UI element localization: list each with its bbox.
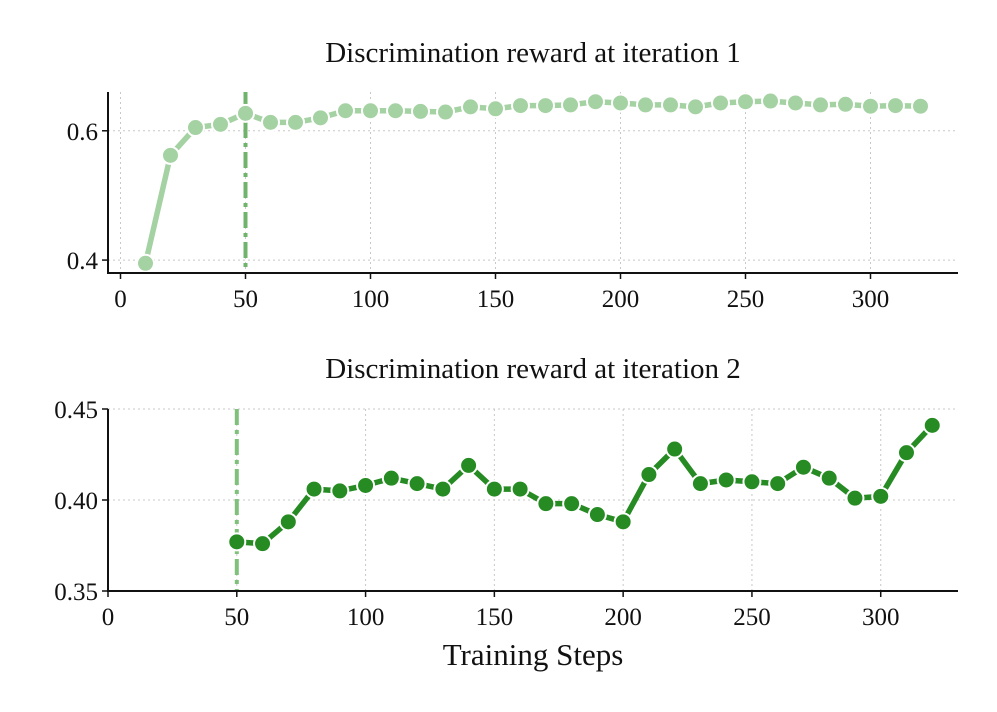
y-tick-label: 0.45	[54, 397, 98, 424]
chart-panel-iteration-1: Discrimination reward at iteration 1 0 50…	[67, 37, 958, 313]
data-point	[871, 486, 891, 506]
series-iteration-1	[136, 91, 930, 273]
x-tick-label: 200	[602, 286, 640, 313]
y-tick-label: 0.35	[54, 579, 98, 606]
data-point	[639, 465, 659, 485]
data-point	[742, 472, 762, 492]
data-point	[562, 494, 582, 514]
y-axis-ticks-iteration-2: 0.35 0.40 0.45	[54, 397, 108, 606]
data-point	[511, 96, 530, 116]
data-point	[278, 512, 298, 532]
data-point	[786, 93, 805, 113]
x-tick-label: 100	[352, 286, 390, 313]
data-point	[510, 479, 530, 499]
series-iteration-2	[227, 415, 942, 554]
data-point	[736, 92, 755, 112]
x-tick-label: 200	[604, 604, 642, 631]
x-tick-label: 50	[233, 286, 258, 313]
data-point	[861, 96, 880, 116]
x-tick-label: 150	[476, 604, 514, 631]
data-point	[236, 103, 255, 123]
data-point	[665, 439, 685, 459]
data-point	[711, 93, 730, 113]
data-point	[484, 479, 504, 499]
data-point	[896, 443, 916, 463]
x-axis-label: Training Steps	[443, 637, 624, 672]
data-point	[561, 95, 580, 115]
data-point	[811, 95, 830, 115]
x-axis-ticks-iteration-1: 0 50 100 150 200 250 300	[114, 273, 889, 313]
data-point	[433, 479, 453, 499]
x-tick-label: 0	[114, 286, 127, 313]
data-point	[336, 101, 355, 121]
x-tick-label: 100	[347, 604, 385, 631]
data-point	[261, 112, 280, 132]
data-point	[768, 474, 788, 494]
data-point	[819, 468, 839, 488]
data-point	[886, 96, 905, 116]
chart-title-iteration-1: Discrimination reward at iteration 1	[325, 37, 741, 69]
data-point	[161, 145, 180, 165]
data-point	[286, 112, 305, 132]
series-line	[234, 422, 935, 547]
data-point	[845, 488, 865, 508]
data-point	[253, 534, 273, 554]
data-point	[536, 494, 556, 514]
data-point	[690, 474, 710, 494]
data-point	[636, 95, 655, 115]
data-point	[911, 96, 930, 116]
x-tick-label: 250	[727, 286, 765, 313]
data-point	[227, 532, 247, 552]
data-point	[386, 101, 405, 121]
data-point	[186, 118, 205, 138]
data-point	[661, 95, 680, 115]
data-point	[407, 474, 427, 494]
x-tick-label: 300	[862, 604, 900, 631]
x-tick-label: 150	[477, 286, 515, 313]
data-point	[356, 475, 376, 495]
data-point	[611, 93, 630, 113]
data-point	[686, 97, 705, 117]
y-tick-label: 0.4	[67, 248, 99, 275]
data-point	[836, 94, 855, 114]
data-point	[211, 114, 230, 134]
data-point	[436, 102, 455, 122]
data-point	[586, 92, 605, 112]
y-axis-ticks-iteration-1: 0.4 0.6	[67, 119, 108, 275]
data-point	[311, 108, 330, 128]
data-point	[486, 99, 505, 119]
y-tick-label: 0.40	[54, 488, 98, 515]
data-point	[613, 512, 633, 532]
y-tick-label: 0.6	[67, 119, 98, 146]
axes-iteration-1	[107, 92, 958, 274]
x-tick-label: 300	[852, 286, 890, 313]
data-point	[330, 481, 350, 501]
data-point	[587, 505, 607, 525]
data-point	[411, 101, 430, 121]
data-point	[459, 455, 479, 475]
data-point	[536, 96, 555, 116]
data-point	[461, 97, 480, 117]
x-axis-ticks-iteration-2: 0 50 100 150 200 250 300	[102, 591, 900, 631]
data-point	[716, 470, 736, 490]
data-point	[761, 91, 780, 111]
data-point	[304, 479, 324, 499]
data-point	[381, 468, 401, 488]
data-point	[922, 415, 942, 435]
data-point	[361, 101, 380, 121]
x-tick-label: 250	[733, 604, 771, 631]
chart-title-iteration-2: Discrimination reward at iteration 2	[325, 353, 741, 385]
x-tick-label: 0	[102, 604, 115, 631]
data-point	[793, 457, 813, 477]
x-tick-label: 50	[224, 604, 249, 631]
chart-panel-iteration-2: Discrimination reward at iteration 2 0 50…	[54, 353, 958, 672]
data-point	[136, 253, 155, 273]
